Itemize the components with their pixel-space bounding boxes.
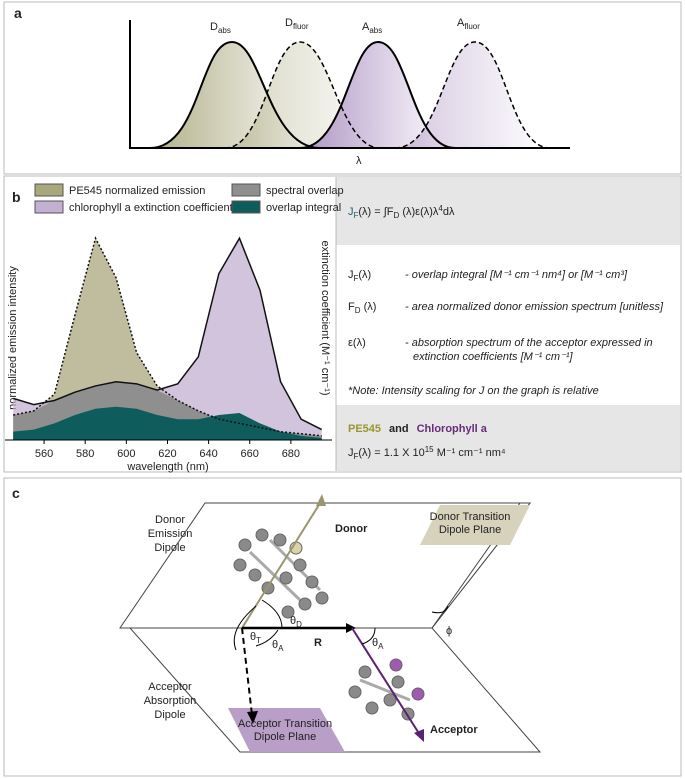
line (13, 236, 322, 437)
molecules (233, 528, 425, 721)
symbol: FD (λ) (348, 301, 376, 315)
legend-label: spectral overlap (266, 185, 344, 197)
x-tick-label: 560 (35, 448, 53, 460)
x-axis-label: wavelength (nm) (126, 461, 208, 473)
legend-swatch (34, 200, 64, 214)
legend-swatch (231, 183, 261, 197)
acceptor-dipole-label: Acceptor Absorption Dipole (144, 681, 197, 721)
donor-label: Donor (335, 523, 368, 535)
r-label: R (314, 637, 322, 649)
result: JF(λ) = 1.1 X 1015 M⁻¹ cm⁻¹ nm⁴ (348, 445, 506, 461)
definition: - area normalized donor emission spectru… (405, 301, 664, 313)
formula-box (336, 177, 680, 245)
legend-label: overlap integral (266, 202, 341, 214)
pair: PE545 and Chlorophyll a (348, 423, 488, 435)
donor-plane-label: Donor Transition Dipole Plane (430, 511, 511, 536)
legend-label: PE545 normalized emission (69, 185, 205, 197)
area (13, 406, 322, 440)
y-axis-label: normalized emission intensity (7, 266, 19, 410)
curve-label: Afluor (457, 17, 480, 31)
x-axis-label: λ (356, 155, 362, 167)
line (13, 236, 323, 431)
planes (119, 502, 542, 753)
curve-label: Dabs (210, 21, 231, 35)
panel-a-frame (3, 1, 682, 175)
symbol: ε(λ) (348, 337, 366, 349)
acceptor-label: Acceptor (430, 724, 478, 736)
y2-axis-label: extinction coefficient (M⁻¹ cm⁻¹) (319, 240, 331, 395)
panel-label: c (12, 485, 20, 501)
vectors (233, 494, 449, 742)
symbol: JF(λ) (348, 269, 371, 283)
legend-swatch (34, 183, 64, 197)
angle-label: θA (272, 639, 284, 653)
x-tick-label: 640 (199, 448, 217, 460)
x-tick-label: 600 (117, 448, 135, 460)
formula: JF(λ) = ∫FD (λ)ε(λ)λ4dλ (348, 204, 455, 220)
angle-label: θT (250, 631, 261, 645)
panel-a-curves (129, 20, 570, 149)
note: *Note: Intensity scaling for J on the gr… (348, 385, 599, 397)
legend-swatch (231, 200, 261, 214)
plot: 560 580 600 620 640 660 680 PE545 normalized em… (5, 183, 344, 460)
x-tick-label: 660 (241, 448, 259, 460)
definition: - overlap integral [M⁻¹ cm⁻¹ nm⁴] or [M⁻… (405, 269, 628, 281)
angle-label: θD (290, 615, 302, 629)
definition: extinction coefficients [M⁻¹ cm⁻¹] (413, 351, 573, 363)
x-tick-label: 680 (282, 448, 300, 460)
angle-label: θA (372, 637, 384, 651)
phi-label: ϕ (446, 625, 452, 637)
curve-label: Aabs (362, 21, 382, 35)
x-tick-label: 580 (76, 448, 94, 460)
panel-c-frame (3, 477, 682, 777)
acceptor-plane-label: Acceptor Transition Dipole Plane (238, 718, 332, 743)
panel-b-frame (3, 175, 682, 473)
legend-label: chlorophyll a extinction coefficient (69, 202, 233, 214)
result-box (336, 405, 680, 471)
panel-label: a (14, 5, 22, 21)
curve-label: Dfluor (285, 17, 309, 31)
x-tick-label: 620 (158, 448, 176, 460)
panel-label: b (12, 189, 21, 205)
definition: - absorption spectrum of the acceptor ex… (405, 337, 653, 349)
donor-dipole-label: Donor Emission Dipole (148, 514, 193, 554)
